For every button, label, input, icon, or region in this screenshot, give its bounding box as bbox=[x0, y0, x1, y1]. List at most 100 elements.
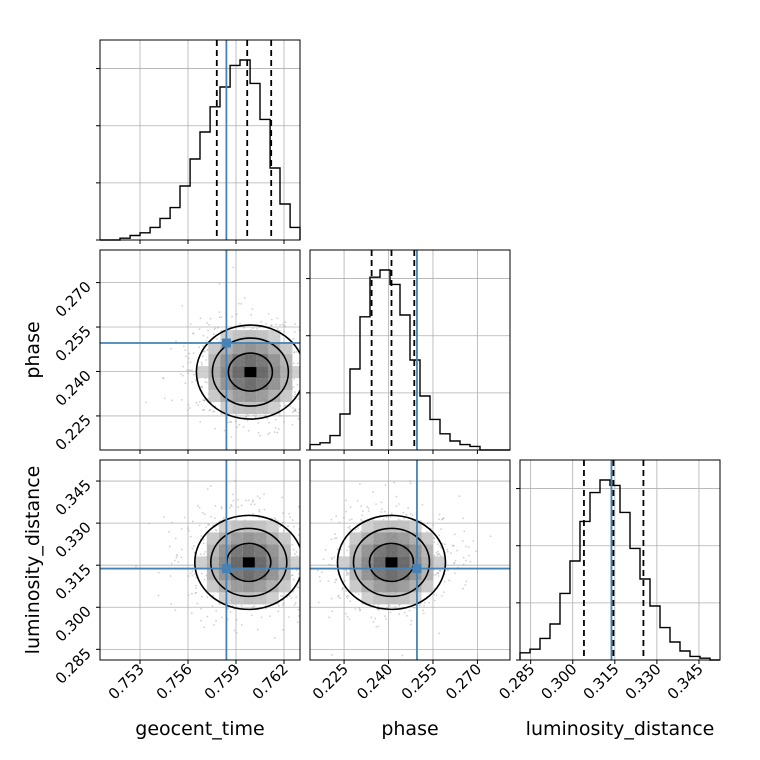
scatter-point bbox=[384, 510, 386, 513]
scatter-point bbox=[202, 355, 204, 358]
scatter-point bbox=[362, 510, 364, 512]
scatter-point bbox=[307, 593, 309, 595]
scatter-point bbox=[367, 507, 370, 510]
scatter-point bbox=[259, 497, 261, 499]
density-cell bbox=[206, 532, 219, 545]
scatter-point bbox=[212, 410, 215, 413]
density-cell bbox=[292, 366, 300, 379]
scatter-point bbox=[311, 559, 313, 561]
scatter-point bbox=[187, 357, 190, 360]
scatter-point bbox=[380, 508, 383, 510]
scatter-point bbox=[437, 575, 440, 577]
y-axis-label-phase: phase bbox=[22, 321, 44, 378]
scatter-point bbox=[215, 610, 218, 612]
scatter-point bbox=[213, 333, 215, 336]
scatter-point bbox=[462, 563, 465, 566]
scatter-point bbox=[260, 320, 263, 323]
scatter-point bbox=[405, 513, 408, 516]
x-tick-label: 0.330 bbox=[622, 660, 665, 703]
scatter-point bbox=[372, 621, 375, 623]
scatter-point bbox=[253, 503, 256, 506]
histogram-phase bbox=[309, 269, 510, 451]
scatter-point bbox=[209, 317, 212, 320]
scatter-point bbox=[293, 525, 295, 528]
scatter-point bbox=[258, 508, 261, 511]
scatter-point bbox=[195, 401, 198, 404]
axes-frame bbox=[519, 459, 721, 661]
scatter-point bbox=[235, 313, 238, 316]
scatter-point bbox=[301, 550, 303, 552]
scatter-point bbox=[293, 395, 296, 398]
density-cell bbox=[278, 580, 291, 593]
scatter-point bbox=[438, 569, 441, 572]
scatter-point bbox=[366, 505, 368, 508]
density-cell bbox=[266, 544, 279, 557]
density-cell bbox=[397, 532, 410, 545]
scatter-point bbox=[184, 355, 187, 358]
scatter-point bbox=[251, 606, 254, 609]
scatter-point bbox=[357, 593, 360, 596]
density-cell bbox=[232, 378, 245, 391]
scatter-point bbox=[206, 336, 209, 339]
scatter-point bbox=[187, 594, 190, 596]
density-cell bbox=[373, 544, 386, 557]
scatter-point bbox=[423, 604, 425, 607]
scatter-point bbox=[168, 545, 171, 548]
scatter-point bbox=[331, 610, 334, 613]
scatter-point bbox=[284, 404, 287, 407]
scatter-point bbox=[223, 429, 226, 432]
y-axis-label-luminosity-distance: luminosity_distance bbox=[22, 466, 44, 655]
density-cell bbox=[242, 580, 255, 593]
scatter-point bbox=[190, 612, 193, 615]
truth-marker bbox=[412, 564, 422, 574]
scatter-point bbox=[281, 521, 284, 524]
scatter-point bbox=[442, 517, 445, 519]
scatter-point bbox=[294, 410, 297, 412]
density-cell bbox=[244, 402, 257, 415]
scatter-point bbox=[291, 574, 293, 577]
density-cell bbox=[254, 568, 267, 581]
scatter-point bbox=[218, 283, 221, 285]
scatter-point bbox=[335, 515, 338, 518]
scatter-point bbox=[304, 514, 306, 516]
scatter-point bbox=[250, 503, 252, 506]
scatter-point bbox=[214, 505, 217, 507]
density-cell bbox=[244, 390, 257, 403]
scatter-point bbox=[206, 596, 209, 599]
density-cell bbox=[290, 556, 300, 569]
density-cell bbox=[242, 532, 255, 545]
scatter-point bbox=[257, 431, 260, 434]
density-cell bbox=[361, 532, 374, 545]
scatter-point bbox=[294, 553, 296, 556]
scatter-point bbox=[294, 393, 297, 396]
scatter-point bbox=[235, 632, 238, 634]
scatter-point bbox=[251, 501, 254, 503]
scatter-point bbox=[453, 561, 456, 564]
scatter-point bbox=[254, 416, 257, 419]
scatter-point bbox=[214, 517, 216, 520]
scatter-point bbox=[283, 330, 285, 333]
scatter-point bbox=[243, 327, 246, 329]
scatter-point bbox=[322, 558, 325, 561]
density-cell bbox=[208, 390, 221, 403]
density-cell bbox=[242, 592, 255, 605]
density-cell bbox=[256, 378, 269, 391]
density-peak bbox=[242, 557, 255, 568]
scatter-point bbox=[180, 399, 183, 401]
scatter-point bbox=[443, 580, 446, 583]
scatter-point bbox=[350, 518, 353, 521]
scatter-point bbox=[203, 626, 206, 629]
scatter-point bbox=[345, 499, 348, 502]
scatter-point bbox=[438, 513, 441, 516]
scatter-point bbox=[282, 421, 285, 423]
density-cell bbox=[409, 544, 422, 557]
scatter-point bbox=[311, 589, 313, 591]
scatter-point bbox=[345, 572, 348, 574]
y-tick-label: 0.225 bbox=[52, 411, 95, 454]
scatter-point bbox=[384, 615, 386, 618]
scatter-point bbox=[332, 535, 334, 537]
scatter-point bbox=[182, 374, 184, 377]
scatter-point bbox=[296, 383, 299, 386]
scatter-point bbox=[301, 371, 303, 373]
scatter-point bbox=[276, 327, 279, 330]
